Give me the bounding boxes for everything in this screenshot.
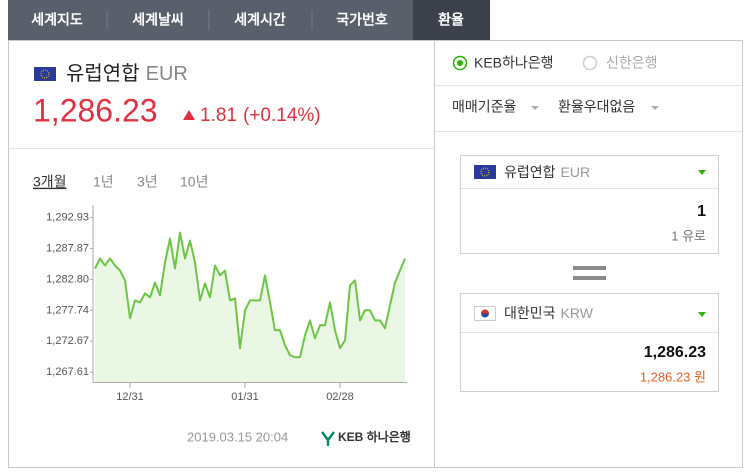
period[interactable]: 3개월 xyxy=(33,174,67,190)
to-code: KRW xyxy=(561,305,594,321)
eu-flag-stars xyxy=(40,69,50,79)
x-tick-label: 12/31 xyxy=(116,391,144,403)
from-box[interactable] xyxy=(460,155,719,254)
eu-flag-stars xyxy=(480,167,490,177)
from-amount[interactable]: 1 xyxy=(697,203,706,220)
caret xyxy=(698,312,706,317)
active-tab-bg xyxy=(413,0,490,40)
chart: 1,292.93 1,287.87 1,282.80 1,277.74 1,272.67… xyxy=(46,205,407,403)
currency-name: 유럽연합 xyxy=(66,62,140,85)
up-arrow xyxy=(183,110,195,120)
tab[interactable]: 세계지도 xyxy=(31,12,83,28)
to-currency: 대한민국 KRW xyxy=(504,305,594,321)
caret xyxy=(651,106,659,110)
caret xyxy=(531,106,539,110)
bank-logo-icon xyxy=(321,431,335,446)
bank-option[interactable]: KEB하나은행 xyxy=(474,55,554,71)
y-tick-label: 1,292.93 xyxy=(46,212,89,224)
area xyxy=(95,232,405,382)
rate: 1,286.23 xyxy=(33,92,158,128)
from-code: EUR xyxy=(561,164,591,180)
eu-flag xyxy=(474,165,496,179)
change: 1.81 (+0.14%) xyxy=(200,105,321,126)
dropdown[interactable]: 매매기준율 xyxy=(452,99,517,115)
tab[interactable]: 세계시간 xyxy=(234,12,286,28)
period[interactable]: 3년 xyxy=(137,174,158,190)
from-currency: 유럽연합 EUR xyxy=(504,164,590,180)
to-amount[interactable]: 1,286.23 xyxy=(644,344,706,361)
timestamp: 2019.03.15 20:04 xyxy=(187,429,288,444)
radio[interactable] xyxy=(582,55,598,71)
tab-bar xyxy=(8,0,413,40)
tab[interactable]: 환율 xyxy=(438,12,464,28)
to-amount-text: 1,286.23 원 xyxy=(640,369,706,384)
panel-border xyxy=(8,40,743,468)
equals-bar xyxy=(573,266,606,270)
radio-dot xyxy=(457,60,463,66)
from-amount-text: 1 유로 xyxy=(671,228,706,243)
kr-flag-blue xyxy=(481,313,489,318)
to-name: 대한민국 xyxy=(504,305,556,321)
y-tick-label: 1,272.67 xyxy=(46,335,89,347)
from-name: 유럽연합 xyxy=(504,164,556,180)
period[interactable]: 10년 xyxy=(180,174,208,190)
y-tick-label: 1,267.61 xyxy=(46,366,89,378)
x-tick-label: 01/31 xyxy=(231,391,259,403)
bank-option[interactable]: 신한은행 xyxy=(606,55,658,71)
line xyxy=(94,231,406,359)
change-percent: (+0.14%) xyxy=(243,105,321,126)
change-value: 1.81 xyxy=(200,105,237,126)
bank-logo: KEB 하나은행 xyxy=(338,429,411,444)
dropdown[interactable]: 환율우대없음 xyxy=(558,99,635,115)
currency-code: EUR xyxy=(146,63,188,85)
to-box[interactable] xyxy=(460,293,719,392)
y-tick-label: 1,287.87 xyxy=(46,242,89,254)
currency-title: 유럽연합 EUR xyxy=(66,62,188,85)
x-tick-label: 02/28 xyxy=(326,391,354,403)
period[interactable]: 1년 xyxy=(93,174,114,190)
tab[interactable]: 국가번호 xyxy=(336,12,388,28)
tab[interactable]: 세계날씨 xyxy=(132,12,184,28)
caret xyxy=(698,170,706,175)
kr-flag-red xyxy=(481,309,489,314)
y-tick-label: 1,277.74 xyxy=(46,304,89,316)
eu-flag xyxy=(34,67,56,81)
equals-bar xyxy=(573,276,606,280)
y-tick-label: 1,282.80 xyxy=(46,273,89,285)
